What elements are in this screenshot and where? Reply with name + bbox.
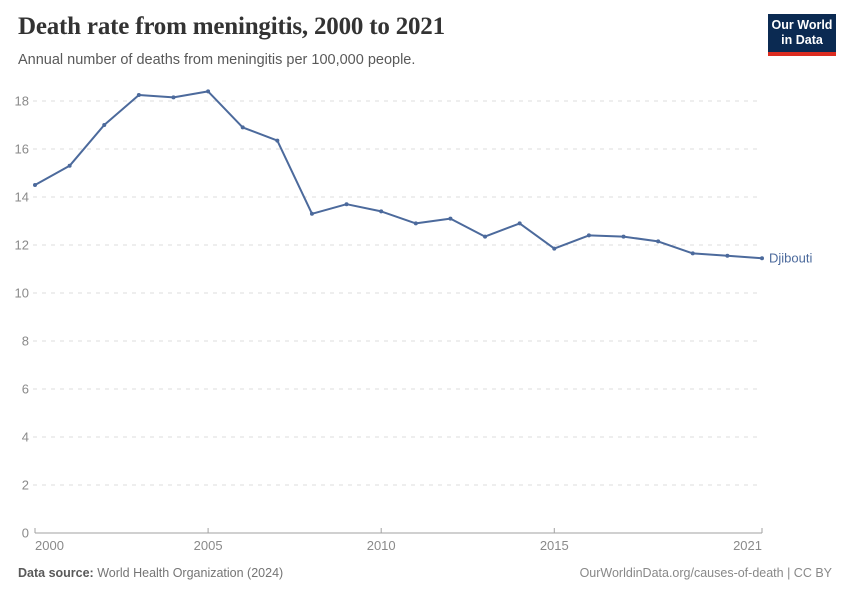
owid-logo[interactable]: Our World in Data — [768, 14, 836, 56]
djibouti-line[interactable] — [34, 90, 763, 260]
y-tick-label: 16 — [15, 142, 29, 157]
x-tick-label: 2021 — [733, 538, 762, 553]
attribution-link[interactable]: OurWorldinData.org/causes-of-death | CC … — [579, 566, 832, 580]
y-tick-label: 6 — [22, 382, 29, 397]
owid-logo-text: Our World in Data — [768, 14, 836, 52]
data-point[interactable] — [102, 123, 107, 127]
owid-logo-line2: in Data — [781, 33, 823, 48]
y-tick-label: 18 — [15, 94, 29, 109]
data-source-value: World Health Organization (2024) — [93, 566, 284, 580]
data-source-note: Data source: World Health Organization (… — [18, 566, 283, 580]
y-tick-label: 2 — [22, 478, 29, 493]
data-point[interactable] — [206, 89, 211, 94]
data-point[interactable] — [552, 246, 557, 251]
y-tick-label: 8 — [22, 334, 29, 349]
x-tick-label: 2005 — [194, 538, 223, 553]
series-label-djibouti[interactable]: Djibouti — [769, 251, 812, 266]
data-point[interactable] — [656, 239, 661, 244]
chart-footer: Data source: World Health Organization (… — [18, 566, 832, 580]
data-point[interactable] — [33, 183, 37, 187]
owid-logo-red-bar — [768, 51, 836, 56]
data-point[interactable] — [725, 253, 730, 258]
data-point[interactable] — [344, 202, 349, 207]
data-point[interactable] — [171, 95, 176, 100]
page-subtitle: Annual number of deaths from meningitis … — [18, 52, 416, 68]
data-point[interactable] — [67, 163, 72, 168]
data-point[interactable] — [621, 234, 626, 239]
data-point[interactable] — [448, 216, 453, 221]
owid-logo-line1: Our World — [771, 18, 833, 32]
data-point[interactable] — [309, 211, 314, 216]
y-tick-label: 14 — [15, 190, 29, 205]
data-point[interactable] — [483, 234, 488, 239]
data-point[interactable] — [275, 138, 280, 143]
data-point[interactable] — [760, 256, 764, 261]
x-tick-label: 2015 — [540, 538, 569, 553]
y-tick-label: 0 — [22, 526, 29, 541]
page-title: Death rate from meningitis, 2000 to 2021 — [18, 13, 445, 40]
y-tick-label: 4 — [22, 430, 29, 445]
x-tick-label: 2010 — [367, 538, 396, 553]
data-point[interactable] — [136, 93, 141, 97]
data-point[interactable] — [586, 233, 591, 238]
data-point[interactable] — [413, 221, 418, 226]
data-point[interactable] — [379, 209, 384, 214]
data-point[interactable] — [240, 125, 245, 130]
y-tick-label: 10 — [15, 286, 29, 301]
data-source-label: Data source: — [18, 566, 94, 580]
y-tick-label: 12 — [15, 238, 29, 253]
x-tick-label: 2000 — [35, 538, 64, 553]
data-point[interactable] — [517, 221, 522, 226]
data-point[interactable] — [690, 251, 695, 256]
